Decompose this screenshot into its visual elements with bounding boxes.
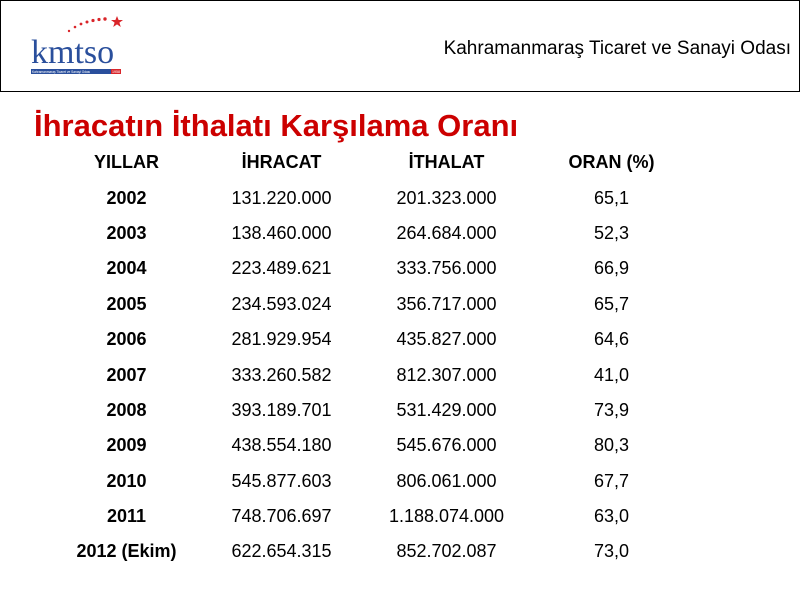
export-cell: 545.877.603 [231, 470, 332, 491]
import-cell: 806.061.000 [396, 470, 497, 491]
ratio-cell: 73,0 [593, 541, 630, 562]
year-cell: 2010 [106, 470, 147, 491]
ratio-cell: 73,9 [593, 399, 630, 420]
logo-wordmark: kmtso [31, 34, 114, 71]
year-cell: 2007 [106, 364, 147, 385]
organization-name: Kahramanmaraş Ticaret ve Sanayi Odası [443, 38, 791, 59]
year-cell: 2005 [106, 293, 147, 314]
export-cell: 393.189.701 [231, 399, 332, 420]
trade-ratio-table: YILLAR İHRACAT İTHALAT ORAN (%) 2002 131… [54, 145, 694, 570]
year-cell: 2008 [106, 399, 147, 420]
import-cell: 852.702.087 [396, 541, 497, 562]
export-cell: 234.593.024 [231, 293, 332, 314]
import-cell: 435.827.000 [396, 329, 497, 350]
logo-tagline: Kahramanmaraş Ticaret ve Sanayi Odası [32, 70, 90, 74]
ratio-cell: 66,9 [593, 258, 630, 279]
logo-stars [67, 16, 123, 33]
import-cell: 1.188.074.000 [388, 506, 505, 527]
table-row: 2004 223.489.621 333.756.000 66,9 [54, 251, 694, 286]
import-cell: 356.717.000 [396, 293, 497, 314]
column-header-imports: İTHALAT [408, 152, 485, 173]
kmtso-logo: kmtso Kahramanmaraş Ticaret ve Sanayi Od… [31, 16, 123, 74]
table-row: 2008 393.189.701 531.429.000 73,9 [54, 393, 694, 428]
ratio-cell: 52,3 [593, 222, 630, 243]
slide-title: İhracatın İthalatı Karşılama Oranı [34, 108, 519, 143]
export-cell: 622.654.315 [231, 541, 332, 562]
logo-year: 1958 [112, 70, 120, 74]
table-row: 2011 748.706.697 1.188.074.000 63,0 [54, 499, 694, 534]
export-cell: 223.489.621 [231, 258, 332, 279]
import-cell: 531.429.000 [396, 399, 497, 420]
table-row: 2010 545.877.603 806.061.000 67,7 [54, 464, 694, 499]
ratio-cell: 63,0 [593, 506, 630, 527]
export-cell: 281.929.954 [231, 329, 332, 350]
column-header-ratio: ORAN (%) [568, 152, 655, 173]
column-header-years: YILLAR [94, 152, 159, 173]
year-cell: 2006 [106, 329, 147, 350]
year-cell: 2011 [106, 506, 147, 527]
export-cell: 131.220.000 [231, 187, 332, 208]
ratio-cell: 65,1 [593, 187, 630, 208]
import-cell: 264.684.000 [396, 222, 497, 243]
ratio-cell: 80,3 [593, 435, 630, 456]
year-cell: 2009 [106, 435, 147, 456]
export-cell: 748.706.697 [231, 506, 332, 527]
table-row: 2003 138.460.000 264.684.000 52,3 [54, 216, 694, 251]
column-header-exports: İHRACAT [241, 152, 322, 173]
ratio-cell: 64,6 [593, 329, 630, 350]
table-row: 2012 (Ekim) 622.654.315 852.702.087 73,0 [54, 534, 694, 569]
table-row: 2002 131.220.000 201.323.000 65,1 [54, 180, 694, 215]
table-row: 2007 333.260.582 812.307.000 41,0 [54, 357, 694, 392]
table-row: 2009 438.554.180 545.676.000 80,3 [54, 428, 694, 463]
export-cell: 138.460.000 [231, 222, 332, 243]
year-cell: 2002 [106, 187, 147, 208]
ratio-cell: 65,7 [593, 293, 630, 314]
import-cell: 812.307.000 [396, 364, 497, 385]
ratio-cell: 41,0 [593, 364, 630, 385]
year-cell: 2004 [106, 258, 147, 279]
import-cell: 333.756.000 [396, 258, 497, 279]
ratio-cell: 67,7 [593, 470, 630, 491]
export-cell: 333.260.582 [231, 364, 332, 385]
import-cell: 201.323.000 [396, 187, 497, 208]
export-cell: 438.554.180 [231, 435, 332, 456]
table-row: 2005 234.593.024 356.717.000 65,7 [54, 287, 694, 322]
import-cell: 545.676.000 [396, 435, 497, 456]
year-cell: 2003 [106, 222, 147, 243]
table-header-row: YILLAR İHRACAT İTHALAT ORAN (%) [54, 145, 694, 180]
table-row: 2006 281.929.954 435.827.000 64,6 [54, 322, 694, 357]
year-cell: 2012 (Ekim) [76, 541, 177, 562]
header-bar: kmtso Kahramanmaraş Ticaret ve Sanayi Od… [0, 0, 800, 92]
